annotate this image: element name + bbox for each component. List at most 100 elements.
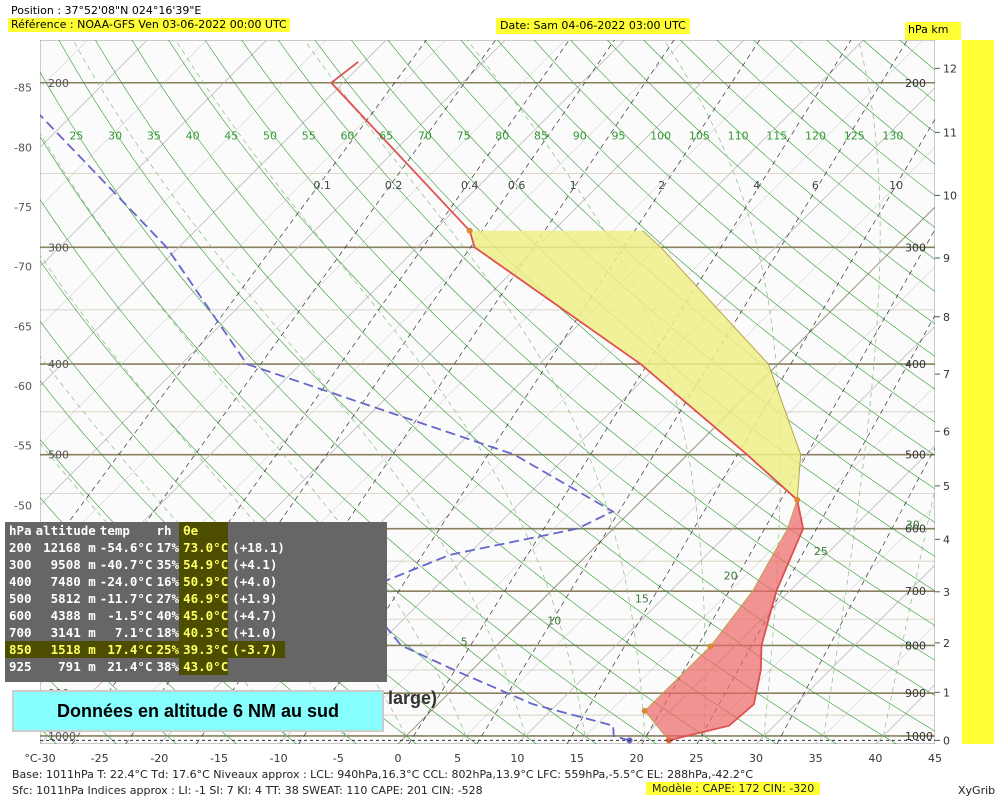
km-tick-label: 11 — [943, 126, 957, 139]
table-cell: (+4.1) — [232, 557, 278, 572]
isotherm-line — [755, 564, 935, 744]
dry-adiabat-line — [204, 40, 935, 696]
dry-adiabat-line — [131, 40, 897, 744]
isotherm-line — [696, 504, 935, 744]
mixing-ratio-label: 0.4 — [461, 179, 479, 192]
table-cell: 925 — [9, 659, 32, 674]
dry-adiabat-label: 95 — [611, 129, 625, 142]
table-cell: 1518 m — [31, 641, 96, 658]
dry-adiabat-label: 90 — [573, 129, 587, 142]
x-tick-label: 45 — [928, 752, 942, 765]
altitude-banner: Données en altitude 6 NM au sud — [12, 690, 384, 732]
table-cell: 12168 m — [43, 540, 96, 555]
table-row: 925 791 m 21.4°C 38% 43.0°C — [5, 658, 285, 675]
moist-adiabat-label: 10 — [547, 615, 561, 628]
table-header-cell: θe — [179, 522, 229, 539]
table-header-cell — [228, 522, 285, 539]
y-tick-label-right: 900 — [905, 687, 926, 700]
dry-adiabat-line — [606, 40, 935, 325]
km-tick-label: 8 — [943, 311, 950, 324]
surface-temp-marker — [665, 737, 672, 744]
dry-adiabat-label: 40 — [186, 129, 200, 142]
footer-model-text: Modèle : CAPE: 172 CIN: -320 — [646, 782, 821, 795]
moist-adiabat-label: 25 — [814, 545, 828, 558]
km-tick-label: 9 — [943, 252, 950, 265]
dry-adiabat-label: 50 — [263, 129, 277, 142]
mixing-ratio-label: 0.1 — [313, 179, 331, 192]
isotherm-line — [517, 325, 935, 744]
table-cell: (-3.7) — [228, 641, 285, 658]
table-cell: -11.7°C — [99, 591, 153, 606]
table-cell: 27% — [156, 591, 180, 606]
table-cell: 5812 m — [50, 591, 96, 606]
isotherm-line — [815, 624, 935, 744]
isotherm-line — [40, 40, 566, 566]
x-tick-label: 20 — [630, 752, 644, 765]
isotherm-line — [576, 385, 935, 744]
footer-levels-text: Base: 1011hPa T: 22.4°C Td: 17.6°C Nivea… — [12, 768, 754, 781]
table-cell: (+4.7) — [232, 608, 278, 623]
isotherm-line — [40, 40, 387, 387]
isotherm-label: -70 — [14, 261, 32, 274]
table-cell: 21.4°C — [107, 659, 153, 674]
dry-adiabat-label: 65 — [379, 129, 393, 142]
x-tick-label: 30 — [749, 752, 763, 765]
mixing-ratio-label: 10 — [889, 179, 903, 192]
table-cell: -24.0°C — [99, 574, 153, 589]
mixing-ratio-line — [125, 40, 615, 744]
reference-text: Référence : NOAA-GFS Ven 03-06-2022 00:0… — [8, 18, 290, 32]
table-row: 200 12168 m -54.6°C 17% 73.0°C (+18.1) — [5, 539, 285, 556]
isotherm-line — [40, 40, 327, 327]
table-row: 600 4388 m -1.5°C 40% 45.0°C (+4.7) — [5, 607, 285, 624]
x-tick-label: 5 — [454, 752, 461, 765]
parcel-line — [642, 230, 802, 741]
y-tick-label-right: 300 — [905, 241, 926, 254]
mixing-ratio-line — [196, 40, 675, 744]
table-cell: 500 — [9, 591, 32, 606]
dry-adiabat-line — [168, 40, 935, 732]
table-row: 300 9508 m -40.7°C 35% 54.9°C (+4.1) — [5, 556, 285, 573]
table-cell: 39.3°C — [179, 641, 229, 658]
isotherm-label: -55 — [14, 440, 32, 453]
isotherm-label: -65 — [14, 320, 32, 333]
y-tick-label-left: 1000 — [48, 730, 76, 743]
table-cell: (+18.1) — [232, 540, 285, 555]
table-cell: 43.0°C — [179, 658, 229, 675]
dry-adiabat-label: 120 — [805, 129, 826, 142]
dry-adiabat-label: 30 — [108, 129, 122, 142]
isotherm-line — [40, 40, 208, 208]
table-cell: 40% — [156, 608, 180, 623]
table-cell: (+1.0) — [232, 625, 278, 640]
banner-tail-text: large) — [388, 688, 438, 708]
dry-adiabat-label: 70 — [418, 129, 432, 142]
mixing-ratio-line — [476, 40, 908, 744]
mixing-ratio-line — [408, 40, 852, 744]
table-cell: 3141 m — [50, 625, 96, 640]
y-tick-label-right: 200 — [905, 77, 926, 90]
dry-adiabat-line — [40, 612, 177, 744]
isotherm-label: -80 — [14, 141, 32, 154]
mixing-ratio-label: 2 — [658, 179, 665, 192]
cape-area — [469, 230, 801, 500]
x-tick-label: -10 — [270, 752, 288, 765]
table-cell: 45.0°C — [179, 607, 229, 624]
mixing-ratio-line — [40, 40, 427, 562]
isotherm-line — [40, 40, 625, 626]
dry-adiabat-label: 115 — [766, 129, 787, 142]
table-row: 500 5812 m -11.7°C 27% 46.9°C (+1.9) — [5, 590, 285, 607]
isotherm-label: -50 — [14, 499, 32, 512]
x-tick-label: 40 — [868, 752, 882, 765]
levels-table: hPa altitude temp rh θe 200 12168 m -54.6°C 17%… — [5, 522, 387, 682]
mixing-ratio-label: 4 — [753, 179, 760, 192]
x-tick-label: -5 — [333, 752, 344, 765]
km-tick-label: 3 — [943, 586, 950, 599]
mixing-ratio-label: 1 — [570, 179, 577, 192]
dry-adiabat-label: 80 — [495, 129, 509, 142]
footer-indices-text: Sfc: 1011hPa Indices approx : LI: -1 SI:… — [12, 784, 483, 797]
y-tick-label-right: 600 — [905, 523, 926, 536]
km-tick-label: 0 — [943, 734, 950, 747]
km-tick-label: 7 — [943, 368, 950, 381]
dry-adiabat-line — [40, 555, 237, 744]
y-tick-label-right: 800 — [905, 639, 926, 652]
table-cell: 25% — [152, 641, 180, 658]
